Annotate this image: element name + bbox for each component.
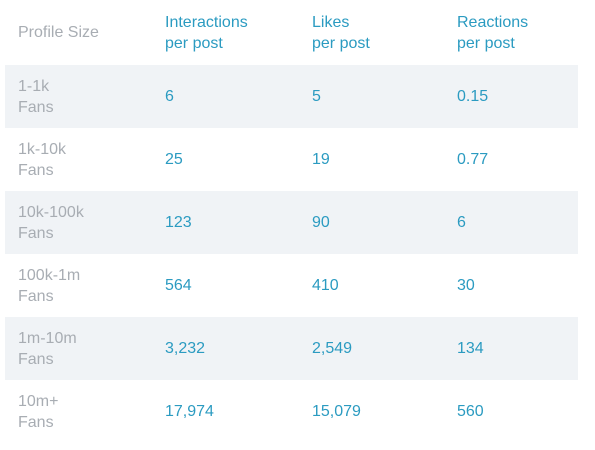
header-text: per post [165,34,223,52]
value-cell: 5 [312,88,321,105]
row-label-text: 100k-1m [18,266,81,284]
row-label-text: 10m+ [18,392,59,410]
value-cell: 90 [312,214,330,231]
row-label-text: Fans [18,287,54,305]
row-shading [5,65,578,128]
header-cell: Profile Size [18,0,99,65]
row-label: 1k-10k Fans [18,128,66,191]
header-text: per post [312,34,370,52]
row-label: 10m+ Fans [18,380,58,443]
row-label-text: Fans [18,350,54,368]
value-cell: 0.15 [457,88,489,105]
value-cell: 2,549 [312,340,353,357]
row-shading [5,191,578,254]
row-label-text: 1-1k [18,77,50,95]
header-cell: Interactions per post [165,0,248,65]
header-text: Interactions [165,13,248,31]
row-label: 1m-10m Fans [18,317,77,380]
value-cell: 0.77 [457,151,489,168]
value-cell: 123 [165,214,192,231]
row-shading [5,317,578,380]
value-cell: 15,079 [312,403,361,420]
row-label-text: 1k-10k [18,140,67,158]
header-cell: Reactions per post [457,0,528,65]
row-label: 10k-100k Fans [18,191,84,254]
row-label-text: 10k-100k [18,203,84,221]
row-label-text: Fans [18,224,54,242]
header-text: per post [457,34,515,52]
value-cell: 3,232 [165,340,206,357]
value-cell: 19 [312,151,330,168]
header-text: Profile Size [18,24,99,41]
row-label-text: Fans [18,98,54,116]
value-cell: 410 [312,277,339,294]
row-label-text: Fans [18,413,54,431]
value-cell: 6 [457,214,466,231]
value-cell: 564 [165,277,192,294]
header-cell: Likes per post [312,0,370,65]
value-cell: 6 [165,88,174,105]
row-label: 100k-1m Fans [18,254,80,317]
value-cell: 25 [165,151,183,168]
value-cell: 30 [457,277,475,294]
value-cell: 134 [457,340,484,357]
value-cell: 560 [457,403,484,420]
value-cell: 17,974 [165,403,214,420]
row-label-text: Fans [18,161,54,179]
row-label: 1-1k Fans [18,65,54,128]
header-text: Reactions [457,13,529,31]
header-text: Likes [312,13,350,31]
row-label-text: 1m-10m [18,329,77,347]
